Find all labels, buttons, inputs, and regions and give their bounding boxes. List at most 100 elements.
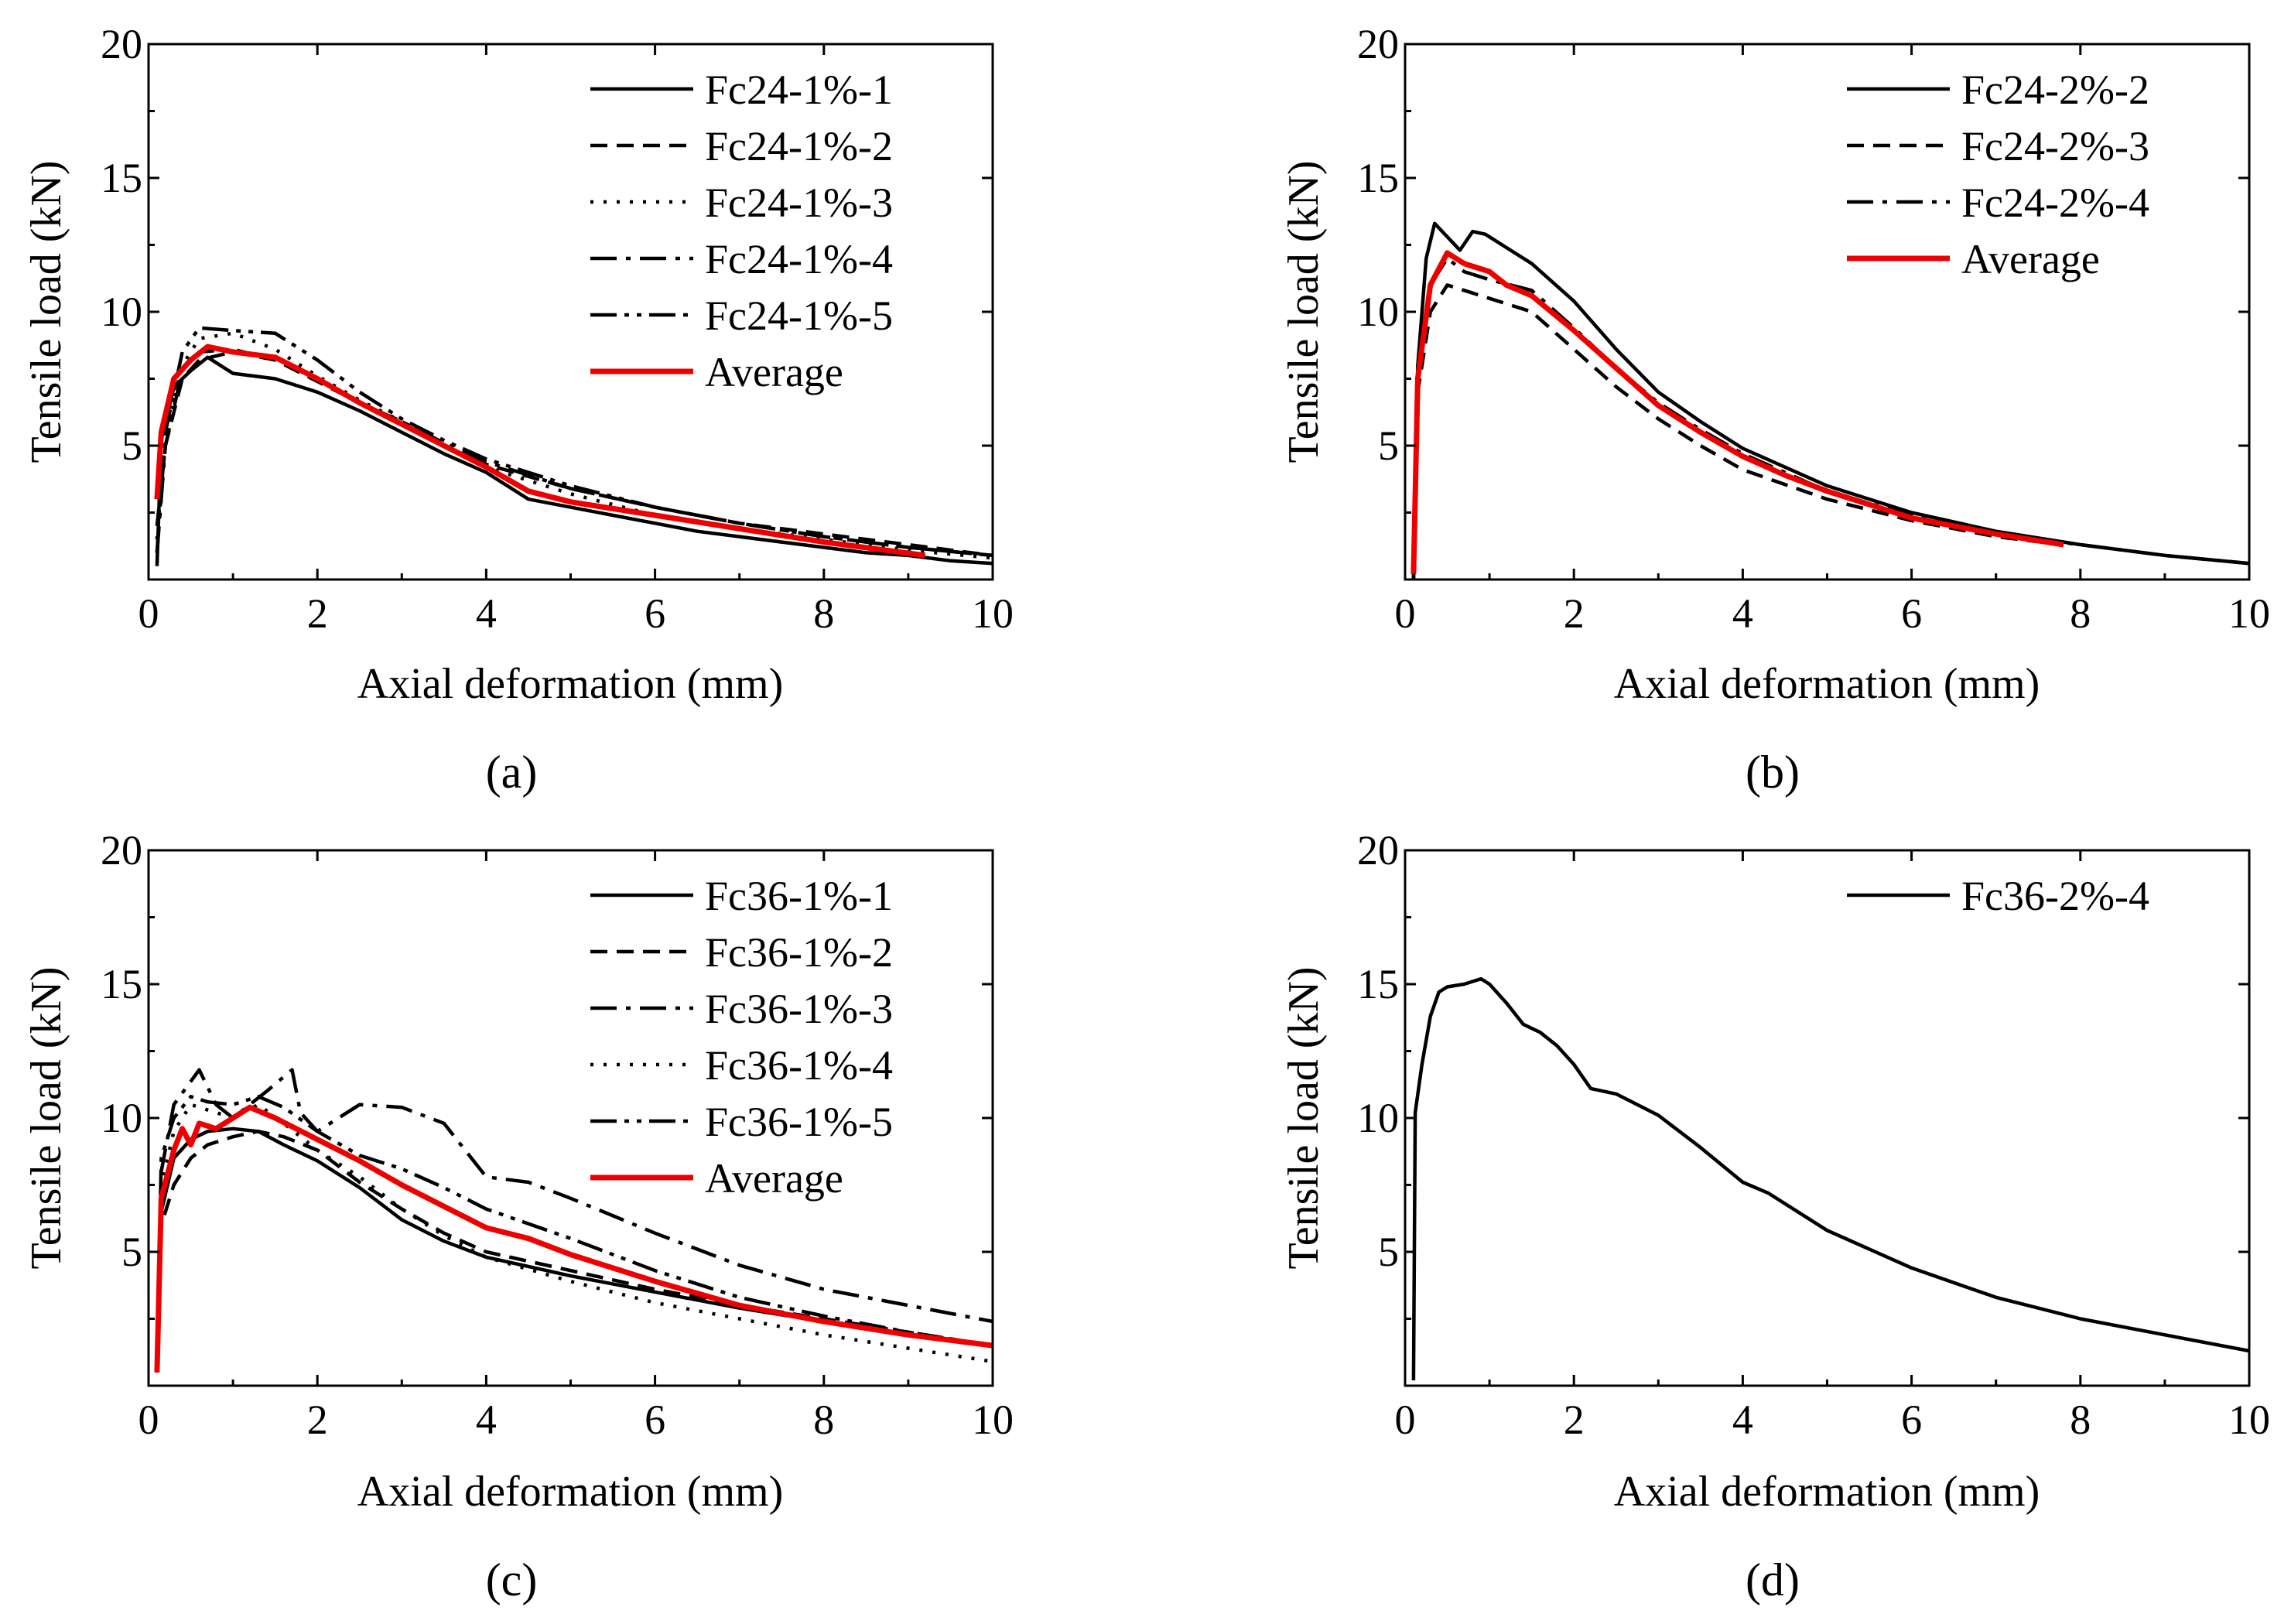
axis-ticks: 0 2 4 6 8 10 5 10 15 20 <box>101 21 1014 637</box>
series-line-fc24-1-3 <box>155 331 993 560</box>
axis-ticks: 0 2 4 6 8 10 5 10 15 20 <box>1357 21 2270 637</box>
legend-label: Fc24-1%-2 <box>705 123 893 169</box>
x-tick-label: 0 <box>138 1397 159 1443</box>
series-line-fc24-2-4 <box>1411 256 2250 580</box>
y-tick-label: 15 <box>1357 155 1399 201</box>
chart-panel-d: 0 2 4 6 8 10 5 10 15 20 Fc36-2%-4 Axial deformati… <box>1280 827 2270 1605</box>
series-line-fc24-1-1 <box>155 355 993 566</box>
legend-label: Fc24-2%-4 <box>1961 179 2149 226</box>
y-axis-label: Tensile load (kN) <box>1280 966 1328 1269</box>
legend-label: Average <box>705 349 843 395</box>
x-tick-label: 10 <box>972 1397 1014 1443</box>
panel-label: (b) <box>1746 747 1800 798</box>
legend-label: Fc24-2%-3 <box>1961 123 2149 169</box>
y-axis-label: Tensile load (kN) <box>22 160 70 463</box>
series-line-average <box>1411 250 2064 575</box>
x-tick-label: 6 <box>1901 1397 1922 1443</box>
x-tick-label: 0 <box>1395 590 1416 637</box>
axis-ticks: 0 2 4 6 8 10 5 10 15 20 <box>101 827 1014 1443</box>
legend: Fc24-2%-2 Fc24-2%-3 Fc24-2%-4 Average <box>1847 67 2149 282</box>
x-tick-label: 8 <box>2070 1397 2091 1443</box>
panel-label: (a) <box>486 747 538 798</box>
plot-frame <box>1404 849 2251 1387</box>
y-tick-label: 10 <box>101 1095 142 1141</box>
x-tick-label: 8 <box>813 590 834 637</box>
x-tick-label: 4 <box>1732 590 1753 637</box>
y-tick-label: 5 <box>121 422 142 469</box>
axis-ticks: 0 2 4 6 8 10 5 10 15 20 <box>1357 827 2270 1443</box>
x-axis-label: Axial deformation (mm) <box>357 1468 784 1516</box>
x-tick-label: 0 <box>138 590 159 637</box>
series-line-fc24-2-3 <box>1411 283 2064 580</box>
x-tick-label: 10 <box>972 590 1014 637</box>
series-group <box>1411 976 2250 1381</box>
series-line-fc36-1-2 <box>155 1130 993 1373</box>
y-tick-label: 20 <box>101 827 142 874</box>
x-axis-label: Axial deformation (mm) <box>1614 1468 2040 1516</box>
x-tick-label: 8 <box>813 1397 834 1443</box>
series-line-fc24-1-5 <box>155 326 993 558</box>
legend: Fc36-1%-1 Fc36-1%-2 Fc36-1%-3 Fc36-1%-4 Fc36… <box>590 873 893 1202</box>
panel-label: (c) <box>486 1554 538 1605</box>
panel-label: (d) <box>1746 1554 1800 1605</box>
y-tick-label: 10 <box>1357 289 1399 335</box>
series-group <box>154 1068 993 1373</box>
x-axis-label: Axial deformation (mm) <box>1614 660 2040 708</box>
series-line-average <box>154 344 926 559</box>
series-line-fc36-1-3 <box>155 1068 993 1373</box>
x-tick-label: 10 <box>2228 1397 2270 1443</box>
legend-label: Fc36-1%-1 <box>705 873 893 919</box>
legend: Fc24-1%-1 Fc24-1%-2 Fc24-1%-3 Fc24-1%-4 Fc24… <box>590 67 893 395</box>
x-tick-label: 4 <box>1732 1397 1753 1443</box>
x-tick-label: 0 <box>1395 1397 1416 1443</box>
x-tick-label: 6 <box>1901 590 1922 637</box>
legend-label: Fc36-1%-4 <box>705 1042 893 1089</box>
legend-label: Average <box>705 1155 843 1202</box>
legend: Fc36-2%-4 <box>1847 873 2149 919</box>
x-tick-label: 2 <box>1564 1397 1585 1443</box>
legend-label: Fc36-2%-4 <box>1961 873 2149 919</box>
y-tick-label: 20 <box>101 21 142 67</box>
y-tick-label: 15 <box>1357 961 1399 1007</box>
y-axis-label: Tensile load (kN) <box>22 966 70 1269</box>
legend-label: Fc24-1%-4 <box>705 236 893 282</box>
x-tick-label: 4 <box>476 590 497 637</box>
series-group <box>154 326 993 566</box>
y-tick-label: 10 <box>101 289 142 335</box>
y-tick-label: 5 <box>1378 422 1399 469</box>
x-tick-label: 6 <box>645 1397 665 1443</box>
legend-label: Fc24-1%-5 <box>705 292 893 339</box>
legend-label: Fc36-1%-5 <box>705 1099 893 1145</box>
legend-label: Fc36-1%-2 <box>705 929 893 976</box>
x-tick-label: 8 <box>2070 590 2091 637</box>
legend-label: Fc24-1%-1 <box>705 67 893 113</box>
legend-label: Fc24-1%-3 <box>705 179 893 226</box>
y-tick-label: 15 <box>101 961 142 1007</box>
y-tick-label: 10 <box>1357 1095 1399 1141</box>
series-line-fc36-1-5 <box>155 1095 993 1373</box>
series-line-fc36-2-4 <box>1411 976 2250 1381</box>
y-tick-label: 15 <box>101 155 142 201</box>
legend-label: Fc36-1%-3 <box>705 986 893 1032</box>
series-line-average <box>154 1104 993 1373</box>
legend-label: Fc24-2%-2 <box>1961 67 2149 113</box>
x-axis-label: Axial deformation (mm) <box>357 660 784 708</box>
y-tick-label: 20 <box>1357 827 1399 874</box>
y-tick-label: 5 <box>121 1229 142 1275</box>
series-line-fc36-1-4 <box>155 1103 993 1373</box>
y-axis-label: Tensile load (kN) <box>1280 160 1328 463</box>
series-line-fc36-1-1 <box>155 1127 993 1373</box>
series-line-fc24-2-2 <box>1411 221 2250 580</box>
x-tick-label: 2 <box>307 1397 328 1443</box>
x-tick-label: 6 <box>645 590 665 637</box>
legend-label: Average <box>1961 236 2100 282</box>
series-group <box>1411 221 2250 580</box>
x-tick-label: 4 <box>476 1397 497 1443</box>
y-tick-label: 5 <box>1378 1229 1399 1275</box>
x-tick-label: 2 <box>307 590 328 637</box>
x-tick-label: 2 <box>1564 590 1585 637</box>
x-tick-label: 10 <box>2228 590 2270 637</box>
